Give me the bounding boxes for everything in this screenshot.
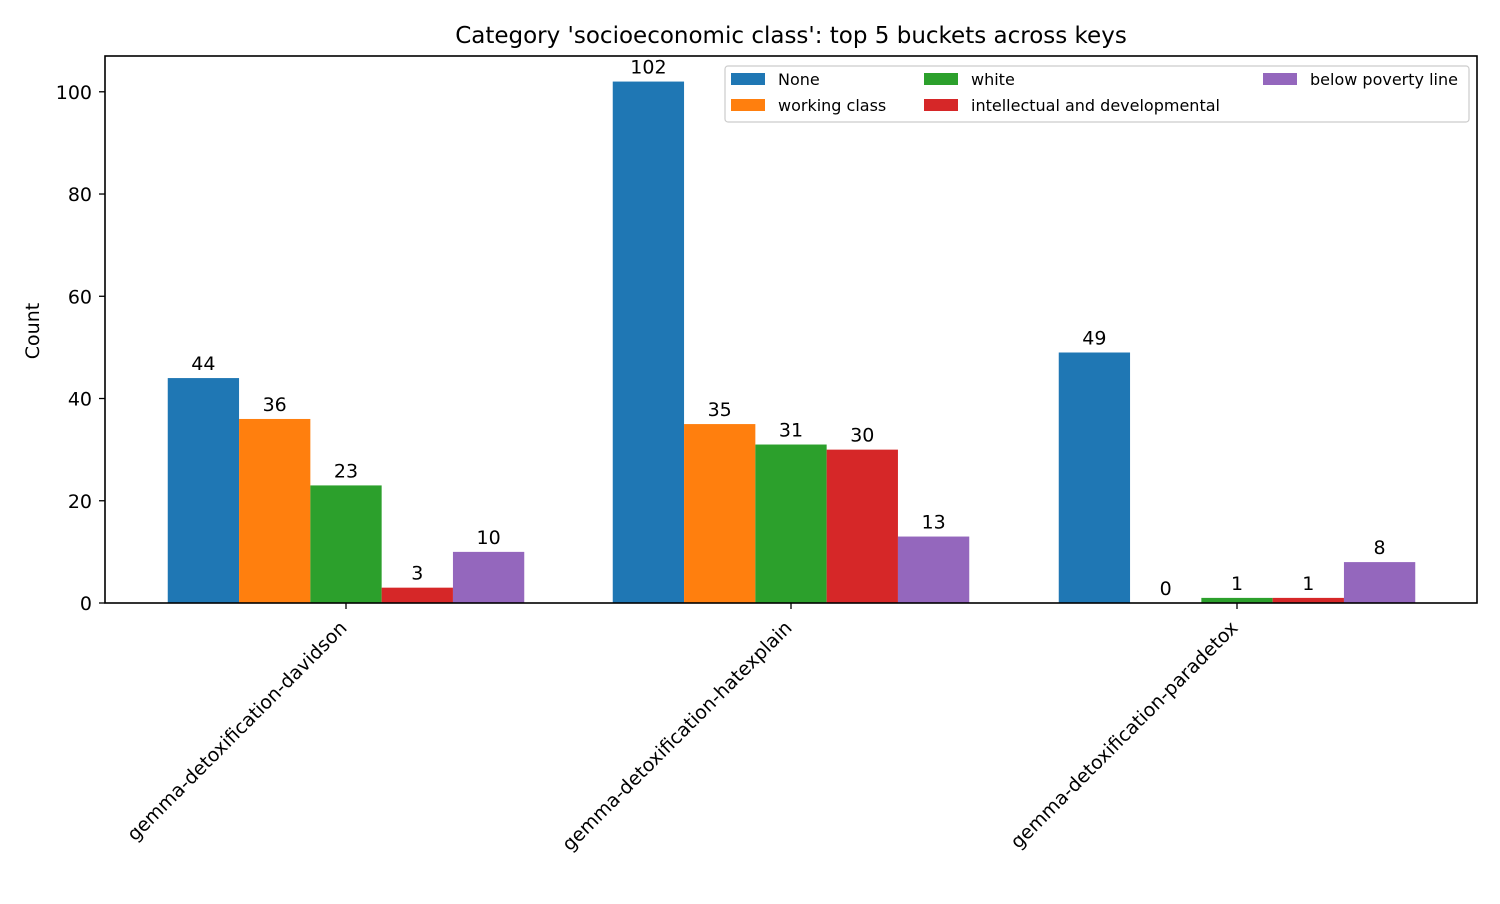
x-tick-label: gemma-detoxification-davidson xyxy=(123,617,352,846)
bar-working-class-2 xyxy=(684,424,756,603)
chart-title: Category 'socioeconomic class': top 5 bu… xyxy=(455,23,1127,49)
y-tick-label: 40 xyxy=(68,389,92,411)
bar-working-class-1 xyxy=(239,418,311,603)
bar-none-3 xyxy=(1058,352,1131,603)
bar-intellectual-and-developmental-2 xyxy=(826,449,898,603)
legend-label-white: white xyxy=(971,70,1015,89)
bar-white-1 xyxy=(310,485,382,603)
legend: None working class white intellectual and d… xyxy=(724,65,1470,123)
y-tick-label: 20 xyxy=(68,491,92,513)
y-tick-label: 100 xyxy=(56,82,92,104)
data-label-none-2: 102 xyxy=(630,57,666,79)
legend-swatch-white xyxy=(924,73,958,85)
legend-swatch-none xyxy=(731,73,765,85)
data-label-intellectual-and-developmental-3: 1 xyxy=(1302,573,1314,595)
y-axis-ticks: 0 20 40 60 80 100 xyxy=(56,82,105,615)
data-labels-layer: 44 36 23 3 10 102 35 31 30 13 49 0 1 1 8 xyxy=(191,57,1385,600)
data-label-below-poverty-line-2: 13 xyxy=(922,512,946,534)
legend-swatch-below-poverty-line xyxy=(1263,73,1297,85)
bars-layer xyxy=(167,81,1416,604)
bar-intellectual-and-developmental-3 xyxy=(1272,597,1344,603)
legend-label-none: None xyxy=(778,70,820,89)
bar-none-1 xyxy=(167,378,240,603)
data-label-white-2: 31 xyxy=(779,420,803,442)
legend-label-below-poverty-line: below poverty line xyxy=(1310,70,1458,89)
legend-label-intellectual-and-developmental: intellectual and developmental xyxy=(971,96,1220,115)
y-axis-label: Count xyxy=(22,303,44,359)
x-tick-label: gemma-detoxification-paradetox xyxy=(1006,617,1242,853)
bar-white-2 xyxy=(755,444,827,603)
legend-label-working-class: working class xyxy=(778,96,886,115)
plot-frame xyxy=(104,55,1478,604)
y-tick-label: 80 xyxy=(68,184,92,206)
data-label-intellectual-and-developmental-1: 3 xyxy=(411,563,423,585)
bar-below-poverty-line-1 xyxy=(452,551,525,603)
data-label-below-poverty-line-1: 10 xyxy=(477,527,501,549)
data-label-white-3: 1 xyxy=(1231,573,1243,595)
data-label-working-class-1: 36 xyxy=(263,394,287,416)
y-tick-label: 0 xyxy=(80,593,92,615)
data-label-below-poverty-line-3: 8 xyxy=(1374,537,1386,559)
x-axis-ticks: gemma-detoxification-davidson gemma-detox… xyxy=(123,603,1243,856)
legend-swatch-working-class xyxy=(731,99,765,111)
data-label-white-1: 23 xyxy=(334,460,358,482)
data-label-intellectual-and-developmental-2: 30 xyxy=(850,425,874,447)
bar-none-2 xyxy=(612,81,685,604)
x-tick-label: gemma-detoxification-hatexplain xyxy=(558,617,797,856)
data-label-working-class-2: 35 xyxy=(708,399,732,421)
data-label-none-1: 44 xyxy=(191,353,215,375)
data-label-none-3: 49 xyxy=(1082,328,1106,350)
data-label-working-class-3: 0 xyxy=(1160,578,1172,600)
bar-below-poverty-line-3 xyxy=(1343,562,1416,603)
y-tick-label: 60 xyxy=(68,286,92,308)
bar-intellectual-and-developmental-1 xyxy=(381,587,453,603)
bar-white-3 xyxy=(1201,597,1273,603)
bar-below-poverty-line-2 xyxy=(897,536,970,603)
legend-swatch-intellectual-and-developmental xyxy=(924,99,958,111)
